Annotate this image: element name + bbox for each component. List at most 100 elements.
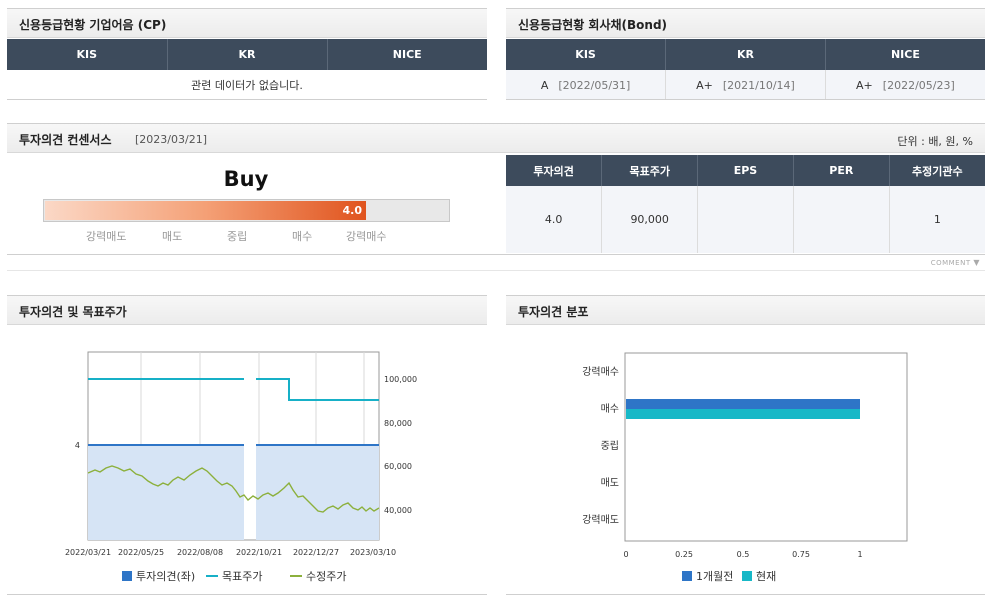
dist-chart: 강력매수 매수 중립 매도 강력매도 0 0.25 0.5 0.75 1 — [582, 352, 908, 559]
legend-label: 목표주가 — [222, 570, 263, 583]
comment-toggle[interactable]: COMMENT ▼ — [931, 258, 980, 267]
dist-chart-y-axis: 강력매수 매수 중립 매도 강력매도 — [582, 366, 619, 526]
bond-col-nice: NICE — [825, 39, 985, 70]
x-tick: 0.5 — [737, 550, 750, 559]
scale-strong-buy: 강력매수 — [346, 230, 387, 243]
plot-frame — [624, 352, 908, 542]
bond-col-kis: KIS — [506, 39, 667, 70]
consensus-title: 투자의견 컨센서스 — [19, 133, 112, 147]
cp-table: KIS KR NICE 관련 데이터가 없습니다. — [7, 39, 487, 100]
x-tick: 0 — [623, 550, 628, 559]
price-chart-left-axis: 4 — [75, 441, 80, 450]
right-tick: 40,000 — [384, 506, 412, 515]
bar-prev-buy — [626, 399, 860, 409]
consensus-date: [2023/03/21] — [135, 133, 207, 146]
x-tick: 2022/03/21 — [65, 548, 111, 557]
x-tick: 2023/03/10 — [350, 548, 396, 557]
legend-label: 투자의견(좌) — [136, 570, 196, 583]
legend-swatch — [290, 575, 302, 577]
bar-now-buy — [626, 409, 860, 419]
legend-prev-month[interactable]: 1개월전 — [682, 568, 733, 584]
bond-cell-kis: A [2022/05/31] — [506, 70, 667, 100]
x-tick: 0.75 — [792, 550, 810, 559]
y-tick: 강력매도 — [582, 514, 619, 526]
cp-title: 신용등급현황 기업어음 (CP) — [19, 18, 167, 32]
bond-grade: A+ — [696, 78, 713, 92]
col-per: PER — [793, 155, 890, 186]
legend-swatch — [206, 575, 218, 577]
right-tick: 80,000 — [384, 419, 412, 428]
legend-label: 1개월전 — [696, 570, 734, 583]
cp-col-kis: KIS — [7, 39, 168, 70]
col-institutions: 추정기관수 — [889, 155, 985, 186]
cp-divider — [7, 99, 487, 100]
scale-hold: 중립 — [227, 230, 248, 243]
consensus-header: 투자의견 컨센서스 [2023/03/21] 단위 : 배, 원, % — [7, 123, 985, 153]
legend-label: 수정주가 — [306, 570, 347, 583]
x-tick: 0.25 — [675, 550, 693, 559]
adjusted-price-line — [87, 465, 380, 513]
cell-institutions: 1 — [889, 186, 985, 253]
legend-target-price[interactable]: 목표주가 — [206, 568, 262, 584]
consensus-table: 투자의견 목표주가 EPS PER 추정기관수 4.0 90,000 1 — [506, 155, 985, 253]
price-chart-plot — [87, 351, 380, 541]
col-target-price: 목표주가 — [601, 155, 699, 186]
cell-target-price: 90,000 — [601, 186, 699, 253]
dist-chart-header: 투자의견 분포 — [506, 295, 985, 325]
opinion-score-value: 4.0 — [342, 204, 363, 217]
scale-buy: 매수 — [292, 230, 313, 243]
legend-swatch — [742, 571, 752, 581]
target-price-line — [256, 378, 379, 401]
chevron-down-icon: ▼ — [973, 258, 980, 267]
legend-swatch — [122, 571, 132, 581]
bond-cell-nice: A+ [2022/05/23] — [825, 70, 985, 100]
bond-grade: A — [540, 78, 549, 92]
price-chart-title: 투자의견 및 목표주가 — [19, 305, 127, 319]
price-chart-bottom-divider — [7, 594, 487, 595]
right-tick: 100,000 — [384, 375, 417, 384]
bond-divider — [506, 99, 985, 100]
consensus-divider — [7, 254, 985, 255]
y-tick: 매도 — [601, 477, 619, 489]
price-chart: 4 100,000 80,000 60,000 40,000 2022/03/2… — [65, 351, 417, 557]
x-tick: 2022/10/21 — [236, 548, 282, 557]
legend-current[interactable]: 현재 — [742, 568, 776, 584]
comment-label: COMMENT — [930, 259, 971, 267]
cell-eps — [697, 186, 794, 253]
opinion-area — [88, 445, 379, 540]
bond-col-kr: KR — [665, 39, 826, 70]
dist-chart-bottom-divider — [506, 594, 985, 595]
legend-label: 현재 — [756, 570, 777, 583]
bond-grade: A+ — [856, 78, 873, 92]
bond-header: 신용등급현황 회사채(Bond) — [506, 8, 985, 38]
bond-cell-kr: A+ [2021/10/14] — [665, 70, 826, 100]
bond-date: [2022/05/31] — [558, 78, 631, 92]
price-chart-right-axis: 100,000 80,000 60,000 40,000 — [384, 375, 417, 515]
y-tick: 강력매수 — [582, 366, 619, 378]
bond-title: 신용등급현황 회사채(Bond) — [518, 18, 668, 32]
right-tick: 60,000 — [384, 462, 412, 471]
comment-divider — [7, 270, 985, 271]
legend-opinion[interactable]: 투자의견(좌) — [122, 568, 195, 584]
cell-per — [793, 186, 890, 253]
x-tick: 2022/12/27 — [293, 548, 339, 557]
x-tick: 1 — [857, 550, 862, 559]
price-chart-header: 투자의견 및 목표주가 — [7, 295, 487, 325]
col-eps: EPS — [697, 155, 794, 186]
scale-strong-sell: 강력매도 — [86, 230, 127, 243]
col-opinion: 투자의견 — [506, 155, 603, 186]
dist-chart-plot — [624, 352, 908, 542]
cp-empty-message: 관련 데이터가 없습니다. — [7, 70, 487, 100]
cp-col-nice: NICE — [327, 39, 487, 70]
bond-date: [2021/10/14] — [722, 78, 795, 92]
legend-adjusted-price[interactable]: 수정주가 — [290, 568, 346, 584]
opinion-score-bar: 4.0 — [43, 199, 450, 222]
x-tick: 2022/05/25 — [118, 548, 164, 557]
x-tick: 2022/08/08 — [177, 548, 223, 557]
y-tick: 매수 — [601, 403, 619, 415]
opinion-label: Buy — [223, 167, 269, 191]
legend-swatch — [682, 571, 692, 581]
bond-table: KIS KR NICE A [2022/05/31] A+ [2021/10/14]… — [506, 39, 985, 100]
consensus-unit: 단위 : 배, 원, % — [897, 135, 973, 148]
bond-date: [2022/05/23] — [882, 78, 955, 92]
